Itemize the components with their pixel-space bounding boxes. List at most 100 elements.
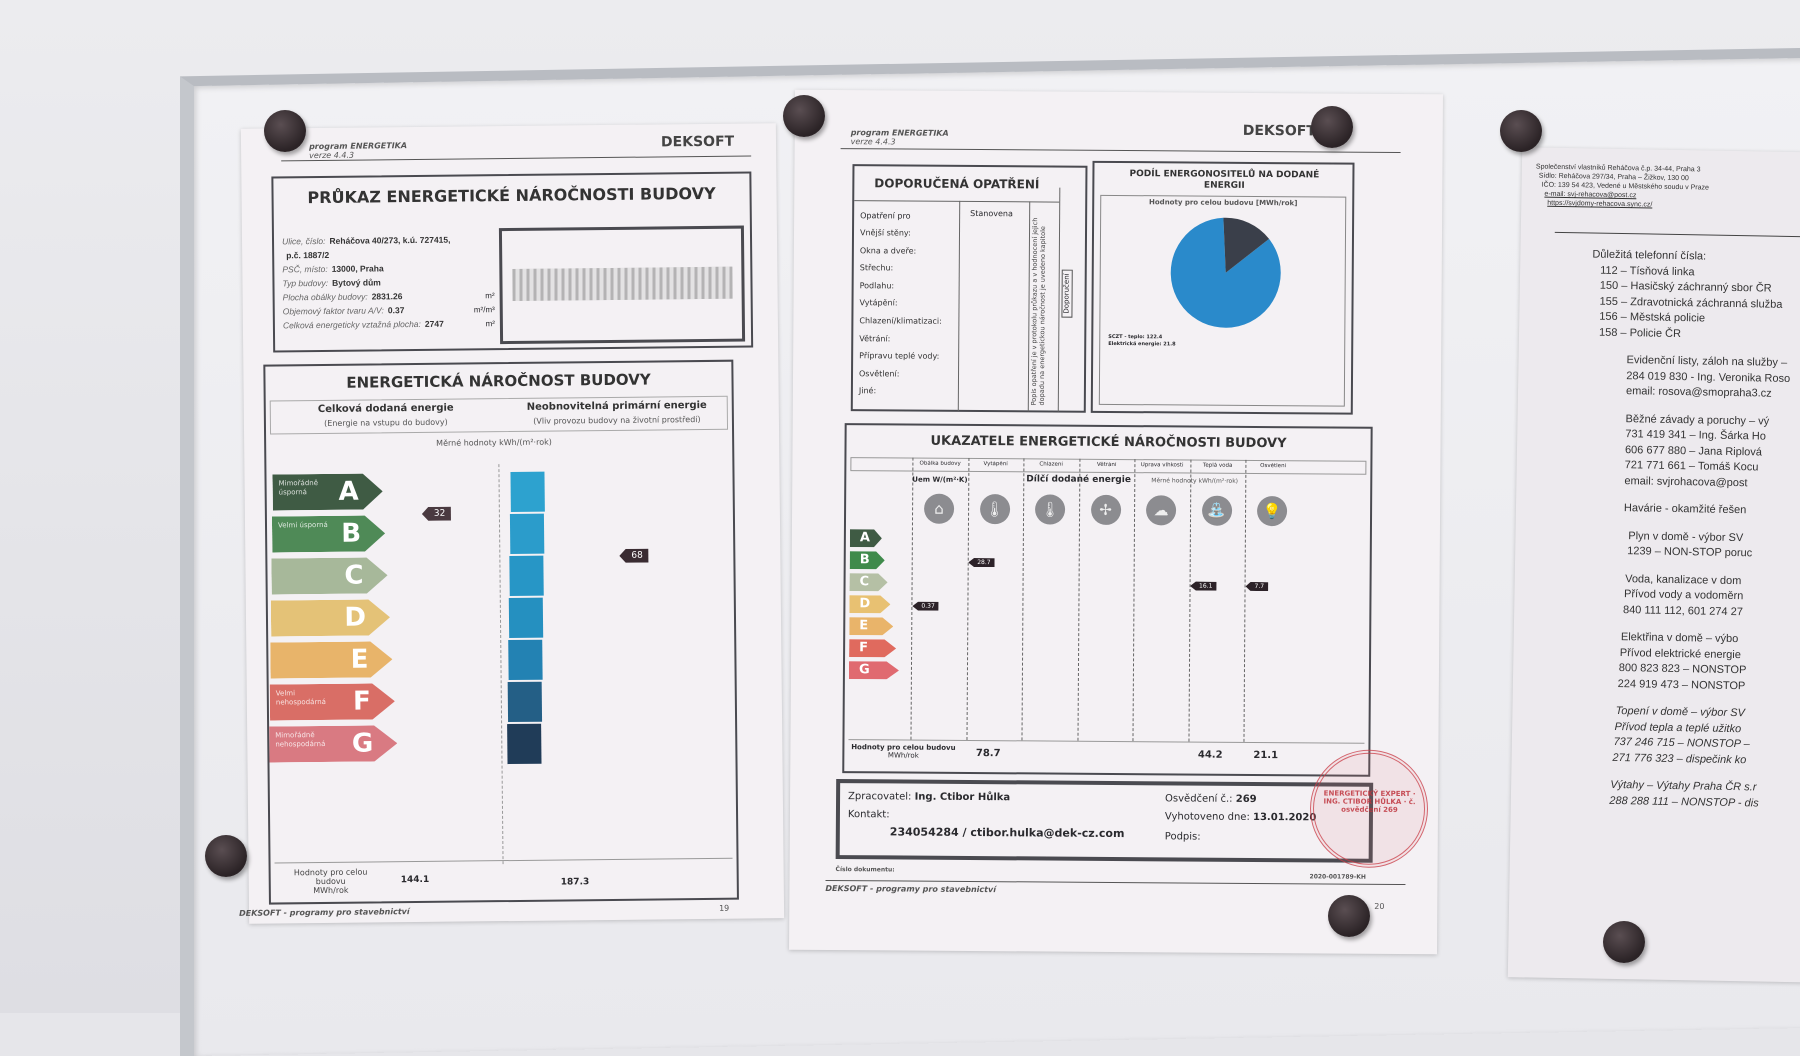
magnet xyxy=(205,835,247,877)
measure-item: Přípravu teplé vody: xyxy=(859,351,940,361)
indicator-column-header: Obálka budovy xyxy=(919,460,961,467)
energy-performance-box: ENERGETICKÁ NÁROČNOST BUDOVY Celková dod… xyxy=(263,359,739,905)
certificate-number: 269 xyxy=(1235,793,1257,805)
indicator-class-f: F xyxy=(849,639,896,657)
info-value: 2747 xyxy=(424,318,444,329)
light-bulb-icon: 💡 xyxy=(1256,495,1288,527)
certificate-title: PRŮKAZ ENERGETICKÉ NÁROČNOSTI BUDOVY xyxy=(307,183,716,208)
indicator-columns: Obálka budovy ⌂ 0.37 Vytápění 🌡 28.7 78.7 Chlaz… xyxy=(847,425,1371,761)
info-value: p.č. 1887/2 xyxy=(286,249,330,261)
totals-label: Hodnoty pro celou budovu MWh/rok xyxy=(848,743,958,760)
energy-indicators-box: UKAZATELE ENERGETICKÉ NÁROČNOSTI BUDOVY … xyxy=(842,423,1373,777)
divider xyxy=(1554,231,1800,239)
energy-indicators-title: UKAZATELE ENERGETICKÉ NÁROČNOSTI BUDOVY xyxy=(930,433,1287,452)
indicator-total: 44.2 xyxy=(1197,749,1223,761)
measure-item: Střechu: xyxy=(859,263,894,273)
processor-label: Zpracovatel: xyxy=(848,791,912,803)
document-number: 2020-001789-KH xyxy=(1309,873,1366,881)
pie-legend-item: Elektrická energie: 21.8 xyxy=(1108,340,1176,348)
thermometer-plus-icon: 🌡 xyxy=(979,494,1010,525)
header-line: https://svjdomy-rehacova.sync.cz/ xyxy=(1547,199,1653,209)
energy-class-d: D xyxy=(271,599,390,636)
divider xyxy=(1057,187,1061,412)
indicator-column-header: Teplá voda xyxy=(1202,462,1233,469)
version-label: verze 4.4.3 xyxy=(850,137,896,147)
column-divider xyxy=(1243,459,1247,742)
delivered-energy-header: Celková dodaná energie xyxy=(317,402,454,416)
energy-carriers-pie-chart xyxy=(1170,217,1281,328)
recommendation-tag: Doporučení xyxy=(1061,269,1073,318)
primary-energy-bar xyxy=(265,362,731,765)
info-value: Reháčova 40/273, k.ú. 727415, xyxy=(329,234,451,246)
certificate-number-label: Osvědčení č.: xyxy=(1165,793,1233,805)
energy-class-label: Velmi nehospodárná xyxy=(275,689,326,707)
info-label: Typ budovy: xyxy=(282,277,329,289)
energy-class-label xyxy=(277,563,329,564)
energy-performance-title: ENERGETICKÁ NÁROČNOST BUDOVY xyxy=(346,370,651,392)
indicator-class-g: G xyxy=(849,661,899,679)
divider xyxy=(957,200,961,411)
energy-class-scale: Mimořádně úsporná A Velmi úsporná B C D E Velmi… xyxy=(265,362,731,367)
pie-slice-1 xyxy=(1223,217,1270,273)
measure-item: Okna a dveře: xyxy=(859,245,917,256)
faucet-icon: ⛲ xyxy=(1201,495,1232,526)
divider xyxy=(498,464,504,865)
version-label: verze 4.4.3 xyxy=(309,150,355,161)
primary-energy-bar-segment xyxy=(510,471,545,513)
primary-energy-subheader: (Vliv provozu budovy na životní prostřed… xyxy=(533,415,701,426)
deksoft-logo: DEKSOFT xyxy=(1242,122,1316,140)
energy-class-a: Mimořádně úsporná A xyxy=(272,473,382,510)
recommended-measures-title: DOPORUČENÁ OPATŘENÍ xyxy=(874,176,1040,192)
contact-label: Kontakt: xyxy=(847,809,890,821)
energy-class-label: Mimořádně nehospodárná xyxy=(275,731,326,749)
info-label: Celková energeticky vztažná plocha: xyxy=(282,318,421,331)
magnet xyxy=(1500,110,1542,152)
info-value: 0.37 xyxy=(387,305,405,316)
indicator-class-a: A xyxy=(850,529,882,547)
indicator-column-header: Úprava vlhkosti xyxy=(1140,462,1184,469)
info-unit: m²/m³ xyxy=(473,305,495,315)
pie-subtitle-text: Hodnoty pro celou budovu xyxy=(1149,198,1254,207)
processor-row: Zpracovatel: Ing. Ctibor Hůlka xyxy=(848,791,1010,803)
indicator-column-header: Větrání xyxy=(1096,461,1117,469)
contact-value: 234054284 / ctibor.hulka@dek-cz.com xyxy=(889,825,1125,841)
page-number: 20 xyxy=(1374,901,1385,911)
energy-class-b: Velmi úsporná B xyxy=(272,515,385,552)
primary-energy-bar-segment xyxy=(507,723,542,765)
indicator-column-header: Chlazení xyxy=(1039,461,1063,468)
measures-column-header: Opatření pro xyxy=(860,211,911,221)
units-label-text: Měrné hodnoty xyxy=(436,438,497,448)
building-photo xyxy=(498,225,746,345)
indicator-class-c: C xyxy=(850,573,888,591)
measures-side-note: Popis opatření je v protokolu průkazu a … xyxy=(1029,217,1048,406)
total-delivered-energy: 144.1 xyxy=(400,874,430,886)
primary-energy-bar-segment xyxy=(508,639,543,681)
column-divider xyxy=(1132,459,1136,742)
measures-status-header: Stanovena xyxy=(970,208,1013,219)
date-value: 13.01.2020 xyxy=(1252,811,1317,824)
delivered-energy-marker: 32 xyxy=(422,507,452,521)
footer-text: DEKSOFT - programy pro stavebnictví xyxy=(825,883,996,895)
divider xyxy=(840,148,1401,153)
energy-class-label xyxy=(277,605,329,606)
units-label: Měrné hodnoty kWh/(m²·rok) xyxy=(436,438,552,448)
energy-class-f: Velmi nehospodárná F xyxy=(270,683,395,720)
deksoft-logo: DEKSOFT xyxy=(660,133,735,151)
measure-item: Vytápění: xyxy=(859,298,898,308)
phone-list-line: 288 288 111 – NONSTOP - dis xyxy=(1609,794,1759,809)
column-divider xyxy=(1187,459,1191,742)
total-primary-energy: 187.3 xyxy=(560,877,590,888)
measure-item: Jiné: xyxy=(858,386,877,396)
pie-subtitle: Hodnoty pro celou budovu [MWh/rok] xyxy=(1101,198,1345,208)
energy-class-letter: A xyxy=(338,476,359,507)
processor-box: Zpracovatel: Ing. Ctibor Hůlka Kontakt: … xyxy=(835,779,1374,863)
date-label: Vyhotoveno dne: xyxy=(1164,811,1250,823)
indicator-total: 78.7 xyxy=(975,748,1001,760)
info-row: Celková energeticky vztažná plocha: 2747 m… xyxy=(283,318,495,334)
energy-carriers-box: PODÍL ENERGONOSITELŮ NA DODANÉ ENERGII H… xyxy=(1090,160,1355,415)
indicator-marker: 28.7 xyxy=(968,558,994,567)
building-info: Ulice, číslo: Reháčova 40/273, k.ú. 72741… xyxy=(282,234,495,334)
measure-item: Vnější stěny: xyxy=(859,228,911,238)
magnet xyxy=(783,95,825,137)
energy-class-label xyxy=(276,647,328,648)
